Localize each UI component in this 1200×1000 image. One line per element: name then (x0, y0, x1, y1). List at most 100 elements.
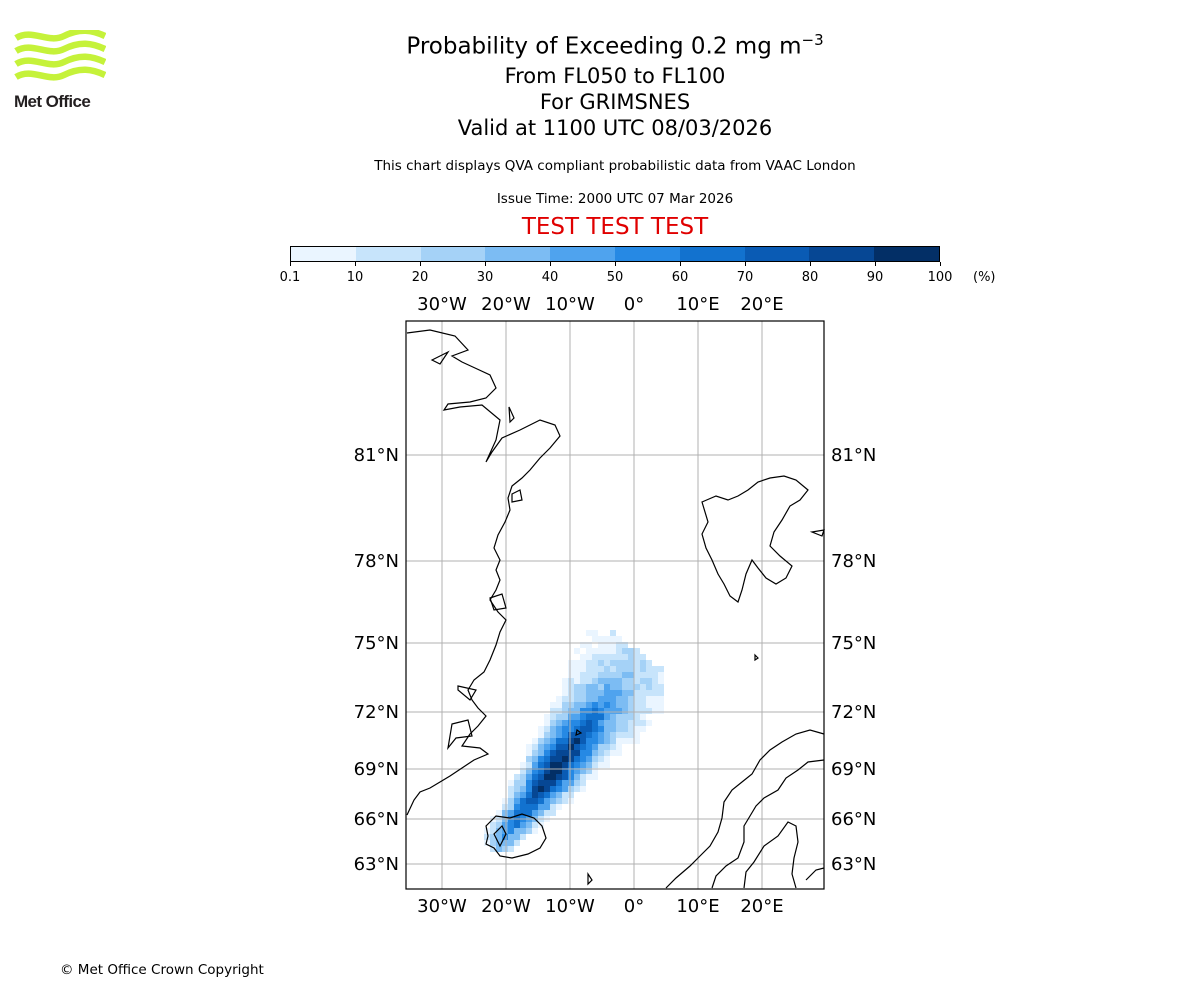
plume-cell (586, 678, 592, 684)
plume-cell (574, 762, 580, 768)
plume-cell (568, 798, 574, 804)
plume-cell (508, 822, 514, 828)
latitude-label: 75°N (354, 633, 399, 654)
plume-cell (604, 720, 610, 726)
plume-cell (616, 648, 622, 654)
plume-cell (568, 690, 574, 696)
plume-cell (556, 744, 562, 750)
plume-cell (616, 654, 622, 660)
plume-cell (568, 792, 574, 798)
plume-cell (574, 786, 580, 792)
colorbar-tick-label: 40 (541, 270, 559, 285)
plume-cell (538, 810, 544, 816)
plume-cell (502, 822, 508, 828)
plume-cell (532, 756, 538, 762)
plume-cell (604, 750, 610, 756)
plume-cell (586, 732, 592, 738)
plume-cell (562, 714, 568, 720)
plume-cell (556, 726, 562, 732)
plume-cell (586, 648, 592, 654)
valid-time: Valid at 1100 UTC 08/03/2026 (457, 115, 773, 140)
plume-cell (640, 708, 646, 714)
plume-cell (532, 780, 538, 786)
plume-cell (610, 714, 616, 720)
plume-cell (586, 762, 592, 768)
plume-cell (634, 660, 640, 666)
flight-level-range: From FL050 to FL100 (504, 63, 726, 88)
plume-cell (622, 726, 628, 732)
plume-cell (550, 804, 556, 810)
plume-cell (616, 732, 622, 738)
plume-cell (538, 780, 544, 786)
plume-cell (520, 774, 526, 780)
plume-cell (646, 690, 652, 696)
plume-cell (580, 660, 586, 666)
plume-cell (604, 738, 610, 744)
plume-cell (562, 750, 568, 756)
plume-cell (634, 666, 640, 672)
plume-cell (562, 786, 568, 792)
plume-cell (562, 768, 568, 774)
plume-cell (538, 726, 544, 732)
plume-cell (526, 798, 532, 804)
plume-cell (574, 744, 580, 750)
plume-cell (604, 696, 610, 702)
plume-cell (550, 714, 556, 720)
plume-cell (568, 762, 574, 768)
plume-cell (562, 792, 568, 798)
plume-cell (538, 750, 544, 756)
plume-cell (586, 630, 592, 636)
plume-cell (544, 774, 550, 780)
plume-cell (628, 678, 634, 684)
plume-cell (592, 672, 598, 678)
plume-cell (568, 666, 574, 672)
colorbar-tick-label: 90 (866, 270, 884, 285)
plume-cell (604, 732, 610, 738)
plume-cell (574, 714, 580, 720)
plume-cell (592, 738, 598, 744)
plume-cell (544, 768, 550, 774)
plume-cell (568, 786, 574, 792)
plume-cell (556, 768, 562, 774)
plume-cell (574, 702, 580, 708)
plume-cell (580, 684, 586, 690)
plume-cell (562, 798, 568, 804)
latitude-label: 78°N (354, 551, 399, 572)
plume-cell (568, 750, 574, 756)
plume-cell (544, 750, 550, 756)
plume-cell (640, 654, 646, 660)
plume-cell (526, 810, 532, 816)
plume-cell (490, 840, 496, 846)
plume-cell (574, 696, 580, 702)
plume-cell (616, 720, 622, 726)
plume-cell (550, 768, 556, 774)
plume-cell (574, 768, 580, 774)
plume-cell (592, 660, 598, 666)
plume-cell (562, 678, 568, 684)
plume-cell (514, 834, 520, 840)
plume-cell (628, 672, 634, 678)
plume-cell (526, 792, 532, 798)
longitude-label: 10°W (545, 294, 595, 315)
plume-cell (532, 768, 538, 774)
plume-cell (532, 804, 538, 810)
plume-cell (646, 672, 652, 678)
plume-cell (568, 672, 574, 678)
colorbar-tick-mark (290, 262, 291, 266)
colorbar-tick-mark (355, 262, 356, 266)
plume-cell (640, 720, 646, 726)
longitude-label: 20°E (740, 896, 783, 917)
plume-cell (532, 750, 538, 756)
plume-cell (508, 786, 514, 792)
plume-cell (490, 846, 496, 852)
plume-cell (610, 684, 616, 690)
plume-cell (514, 780, 520, 786)
plume-cell (544, 756, 550, 762)
plume-cell (598, 690, 604, 696)
plume-cell (550, 792, 556, 798)
plume-cell (628, 696, 634, 702)
plume-cell (574, 720, 580, 726)
plume-cell (592, 714, 598, 720)
plume-cell (526, 822, 532, 828)
latitude-label: 72°N (831, 702, 876, 723)
